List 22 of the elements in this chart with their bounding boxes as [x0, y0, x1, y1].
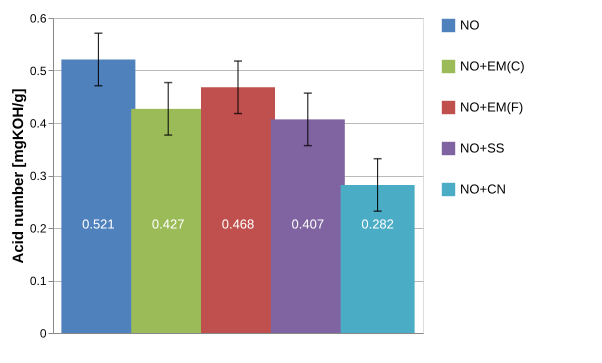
data-label: 0.427 [152, 216, 184, 232]
data-label: 0.282 [361, 216, 394, 232]
data-label: 0.521 [82, 216, 115, 232]
y-tick-label: 0.2 [30, 222, 47, 236]
y-tick-label: 0.3 [30, 169, 47, 183]
y-tick-label: 0.4 [30, 116, 47, 130]
y-tick-label: 0.6 [30, 12, 47, 26]
y-tick-label: 0.5 [30, 64, 47, 78]
data-label: 0.407 [292, 216, 324, 232]
legend-label: NO+SS [460, 140, 505, 156]
y-axis-title: Acid number [mgKOH/g] [10, 88, 27, 264]
data-label: 0.468 [222, 216, 254, 232]
legend-label: NO+EM(F) [460, 100, 524, 114]
legend-label: NO+EM(C) [460, 58, 525, 74]
legend-label: NO [460, 18, 480, 32]
bar [201, 87, 275, 333]
y-tick-label: 0.1 [30, 274, 47, 288]
bar [340, 184, 415, 333]
y-tick-label: 0 [40, 326, 47, 340]
bar [61, 59, 136, 333]
legend-label: NO+CN [460, 182, 506, 196]
bar [270, 119, 345, 333]
